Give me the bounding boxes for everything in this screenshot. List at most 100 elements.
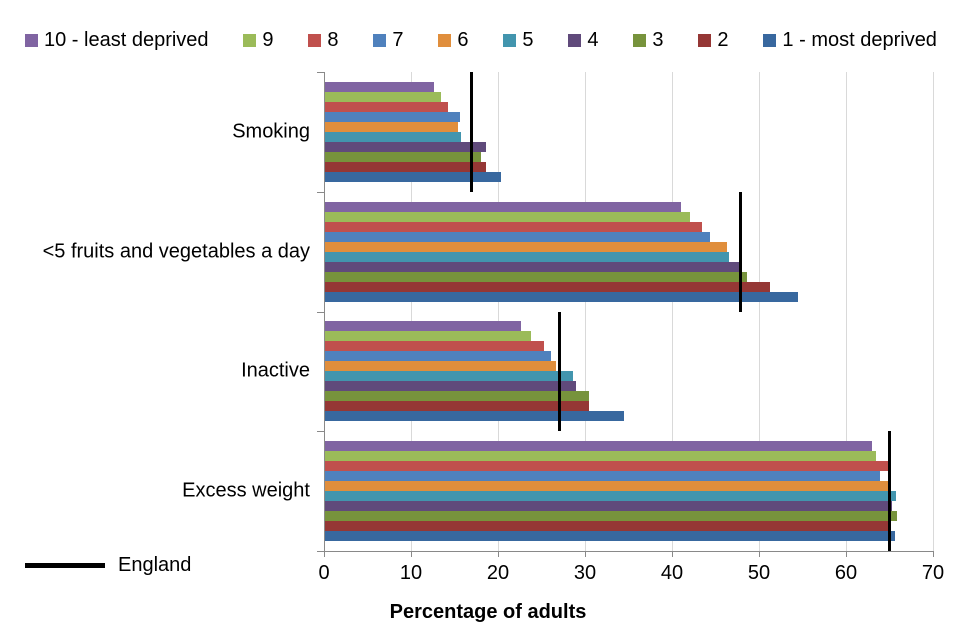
y-axis-line bbox=[324, 72, 325, 551]
category-label-0: Smoking bbox=[232, 120, 310, 143]
england-legend: England bbox=[25, 554, 191, 577]
legend-item-8: 8 bbox=[308, 28, 339, 52]
legend-label: 6 bbox=[457, 28, 469, 51]
bar-decile-6-0 bbox=[324, 121, 458, 132]
england-line-swatch bbox=[25, 563, 105, 568]
x-tick-label-60: 60 bbox=[834, 562, 858, 584]
x-axis-title: Percentage of adults bbox=[389, 601, 587, 623]
x-tick-label-30: 30 bbox=[573, 562, 597, 584]
category-label-1: <5 fruits and vegetables a day bbox=[42, 240, 310, 263]
legend-swatch-icon bbox=[698, 33, 712, 47]
gridline-50 bbox=[759, 72, 760, 551]
legend-item-5: 5 bbox=[503, 29, 534, 52]
england-legend-label: England bbox=[118, 554, 192, 576]
legend-item-10: 10 - least deprived bbox=[25, 29, 209, 52]
legend-item-4: 4 bbox=[568, 28, 599, 52]
bar-decile-9-2 bbox=[324, 331, 532, 342]
y-axis-tick-3 bbox=[317, 431, 324, 433]
x-tick-label-70: 70 bbox=[921, 562, 945, 584]
gridline-40 bbox=[672, 72, 673, 551]
bar-decile-1-2 bbox=[324, 411, 625, 422]
england-line-3 bbox=[888, 431, 891, 551]
england-line-1 bbox=[739, 191, 743, 312]
legend-label: 4 bbox=[587, 28, 599, 51]
bar-decile-7-3 bbox=[324, 471, 880, 482]
y-axis-tick-0 bbox=[317, 72, 324, 73]
x-axis-tick-10 bbox=[411, 551, 412, 557]
category-label-2: Inactive bbox=[241, 359, 310, 382]
legend-label: 10 - least deprived bbox=[44, 28, 209, 51]
gridline-20 bbox=[498, 72, 499, 551]
bar-decile-8-1 bbox=[324, 221, 702, 232]
x-tick-label-0: 0 bbox=[318, 562, 330, 584]
x-tick-label-50: 50 bbox=[747, 562, 771, 584]
x-tick-label-10: 10 bbox=[399, 562, 423, 584]
legend-swatch-icon bbox=[373, 33, 387, 47]
bar-decile-2-3 bbox=[324, 521, 890, 532]
bar-decile-5-2 bbox=[324, 371, 573, 382]
bar-decile-7-2 bbox=[324, 351, 552, 362]
legend-item-7: 7 bbox=[373, 28, 404, 52]
y-axis-tick-4 bbox=[317, 551, 324, 552]
legend-label: 2 bbox=[717, 28, 729, 51]
gridline-10 bbox=[411, 72, 412, 551]
bar-decile-5-1 bbox=[324, 251, 730, 262]
bar-decile-9-0 bbox=[324, 91, 442, 102]
category-label-3: Excess weight bbox=[182, 479, 310, 502]
bar-decile-4-3 bbox=[324, 501, 893, 512]
gridline-30 bbox=[585, 72, 586, 551]
bar-decile-8-0 bbox=[324, 101, 449, 112]
legend-swatch-icon bbox=[763, 33, 777, 47]
legend-item-9: 9 bbox=[243, 28, 274, 52]
x-axis-tick-0 bbox=[324, 551, 325, 557]
legend-label: 9 bbox=[262, 28, 274, 51]
series-legend: 10 - least deprived 9 8 7 6 5 4 3 2 1 - most depr… bbox=[25, 26, 937, 54]
bar-decile-4-2 bbox=[324, 381, 577, 392]
bar-decile-7-1 bbox=[324, 231, 711, 242]
england-line-2 bbox=[558, 311, 562, 432]
bar-decile-3-3 bbox=[324, 511, 898, 522]
legend-label: 3 bbox=[652, 28, 664, 51]
gridline-70 bbox=[933, 72, 934, 551]
x-axis-tick-30 bbox=[585, 551, 586, 557]
y-axis-tick-1 bbox=[317, 191, 324, 193]
legend-swatch-icon bbox=[503, 33, 517, 47]
x-axis-tick-20 bbox=[498, 551, 499, 557]
legend-label: 7 bbox=[392, 28, 404, 51]
x-axis-tick-40 bbox=[672, 551, 673, 557]
x-tick-label-40: 40 bbox=[660, 562, 684, 584]
x-axis-tick-50 bbox=[759, 551, 760, 557]
bar-decile-9-1 bbox=[324, 211, 691, 222]
legend-swatch-icon bbox=[633, 33, 647, 47]
bar-decile-3-2 bbox=[324, 391, 590, 402]
bar-decile-9-3 bbox=[324, 451, 876, 462]
legend-item-1: 1 - most deprived bbox=[763, 29, 937, 52]
bar-decile-2-2 bbox=[324, 401, 590, 412]
bar-decile-2-1 bbox=[324, 281, 771, 292]
gridline-60 bbox=[846, 72, 847, 551]
bar-decile-10-3 bbox=[324, 441, 873, 452]
legend-swatch-icon bbox=[568, 33, 582, 47]
legend-item-2: 2 bbox=[698, 28, 729, 52]
x-axis-line bbox=[324, 551, 934, 552]
x-axis-tick-60 bbox=[846, 551, 847, 557]
bar-decile-1-3 bbox=[324, 531, 895, 542]
bar-decile-7-0 bbox=[324, 111, 460, 122]
bar-decile-4-0 bbox=[324, 141, 486, 152]
legend-label: 8 bbox=[327, 28, 339, 51]
bar-decile-10-2 bbox=[324, 321, 521, 332]
legend-swatch-icon bbox=[308, 33, 322, 47]
bar-decile-8-3 bbox=[324, 461, 888, 472]
bar-decile-6-3 bbox=[324, 481, 888, 492]
x-axis-tick-70 bbox=[933, 551, 934, 557]
bar-decile-5-0 bbox=[324, 131, 462, 142]
legend-swatch-icon bbox=[438, 33, 452, 47]
bar-decile-3-0 bbox=[324, 151, 482, 162]
bar-decile-4-1 bbox=[324, 261, 742, 272]
y-axis-tick-2 bbox=[317, 311, 324, 313]
legend-swatch-icon bbox=[25, 33, 38, 47]
legend-item-3: 3 bbox=[633, 28, 664, 52]
bar-decile-2-0 bbox=[324, 161, 486, 172]
legend-swatch-icon bbox=[243, 33, 257, 47]
